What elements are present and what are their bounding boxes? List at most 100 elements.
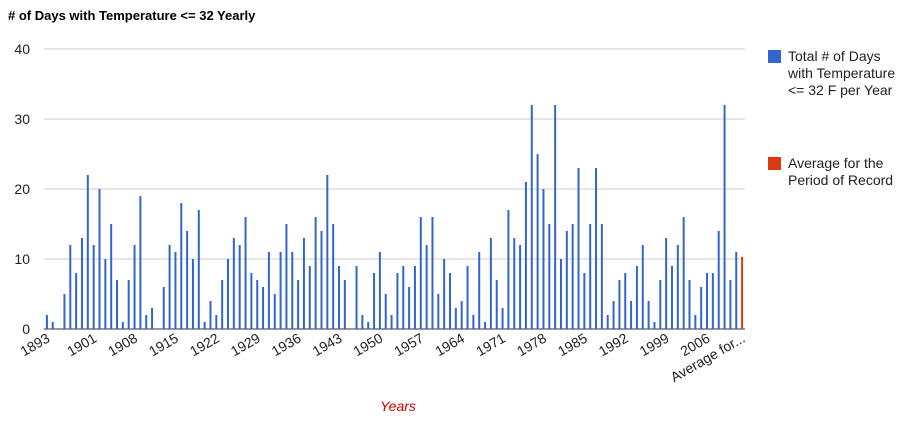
bar [232, 238, 235, 329]
legend-swatch [768, 157, 781, 170]
bar [133, 245, 136, 329]
x-tick-label: 1922 [187, 330, 222, 360]
bar [256, 280, 259, 329]
bar [215, 315, 218, 329]
bar [536, 154, 539, 329]
bar [484, 322, 487, 329]
bar [501, 308, 504, 329]
bar [565, 231, 568, 329]
bar [378, 252, 381, 329]
bar [373, 273, 376, 329]
bar [162, 287, 165, 329]
bar [653, 322, 656, 329]
x-tick-label: 1999 [637, 330, 672, 360]
bar [729, 280, 732, 329]
bar [700, 287, 703, 329]
bar [186, 231, 189, 329]
bar [600, 224, 603, 329]
bar [267, 252, 270, 329]
bar [425, 245, 428, 329]
bar [104, 259, 107, 329]
bar [238, 245, 241, 329]
bar [618, 280, 621, 329]
bar [717, 231, 720, 329]
bar [595, 168, 598, 329]
bar [589, 224, 592, 329]
bar [554, 105, 557, 329]
bar [460, 301, 463, 329]
bar [530, 105, 533, 329]
y-tick-label: 20 [14, 181, 30, 197]
x-tick-label: 1978 [514, 330, 549, 360]
bar [174, 252, 177, 329]
bar [98, 189, 101, 329]
bar [197, 210, 200, 329]
bar [478, 252, 481, 329]
bar [139, 196, 142, 329]
bar [741, 256, 744, 329]
bar [180, 203, 183, 329]
bar [320, 231, 323, 329]
bar [706, 273, 709, 329]
legend-label: Total # of Days with Temperature <= 32 F… [788, 48, 896, 98]
bar [326, 175, 329, 329]
x-tick-label: 1908 [105, 330, 140, 360]
bar [80, 238, 83, 329]
bar [559, 259, 562, 329]
bar [735, 252, 738, 329]
x-tick-label: 1915 [146, 330, 181, 360]
bar [548, 224, 551, 329]
bar [454, 308, 457, 329]
bar [308, 266, 311, 329]
bar [571, 224, 574, 329]
bar [332, 224, 335, 329]
bar [606, 315, 609, 329]
bar [688, 280, 691, 329]
bar [45, 315, 48, 329]
bar [396, 273, 399, 329]
bar [297, 280, 300, 329]
bar [612, 301, 615, 329]
bar [647, 301, 650, 329]
bar [448, 273, 451, 329]
bar [431, 217, 434, 329]
bar [343, 280, 346, 329]
y-tick-label: 0 [22, 321, 30, 337]
bar [116, 280, 119, 329]
bar [227, 259, 230, 329]
bar [92, 245, 95, 329]
bar [209, 301, 212, 329]
bar [63, 294, 66, 329]
x-tick-label: 1936 [269, 330, 304, 360]
bar [443, 259, 446, 329]
bar [121, 322, 124, 329]
bar [641, 245, 644, 329]
bar [191, 259, 194, 329]
bar [273, 294, 276, 329]
x-tick-label: 1971 [473, 330, 508, 360]
bar [75, 273, 78, 329]
bar [244, 217, 247, 329]
bar [577, 168, 580, 329]
bar [507, 210, 510, 329]
bar [51, 322, 54, 329]
y-tick-label: 40 [14, 41, 30, 57]
x-tick-label: 1943 [310, 330, 345, 360]
bar [513, 238, 516, 329]
bar [670, 266, 673, 329]
bar [69, 245, 72, 329]
x-tick-label: 1929 [228, 330, 263, 360]
bar [338, 266, 341, 329]
bar [466, 266, 469, 329]
bar [127, 280, 130, 329]
bar [221, 280, 224, 329]
bar [711, 273, 714, 329]
bar [302, 238, 305, 329]
bar [419, 217, 422, 329]
bar [542, 189, 545, 329]
x-tick-label: 1985 [555, 330, 590, 360]
bar [110, 224, 113, 329]
bar [583, 273, 586, 329]
bar [519, 245, 522, 329]
